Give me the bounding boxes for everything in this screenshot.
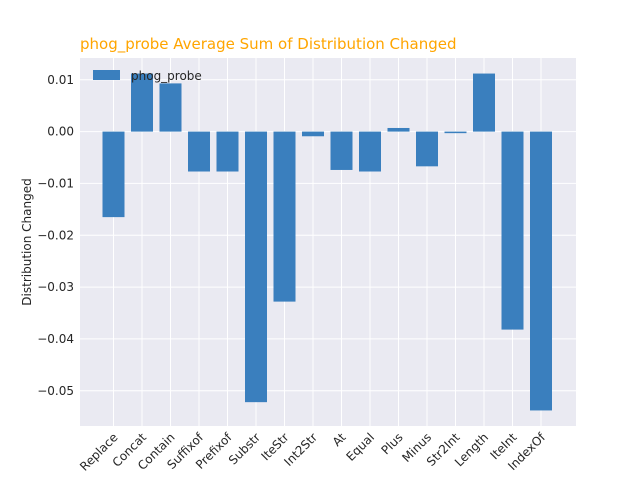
y-tick-label: −0.04 xyxy=(37,332,74,346)
x-tick-label: Replace xyxy=(77,430,120,473)
bar-at xyxy=(330,131,353,170)
bar-plus xyxy=(387,127,410,132)
x-tick-labels: ReplaceConcatContainSuffixofPrefixofSubs… xyxy=(77,430,549,474)
bar-suffixof xyxy=(188,131,210,172)
x-tick-label: At xyxy=(330,430,349,449)
chart-title: phog_probe Average Sum of Distribution C… xyxy=(80,35,457,54)
bar-equal xyxy=(359,131,381,172)
legend-label: phog_probe xyxy=(131,69,202,83)
x-tick-label: Equal xyxy=(344,430,378,464)
y-tick-label: −0.03 xyxy=(37,280,74,294)
x-tick-label: Substr xyxy=(226,430,263,467)
bars xyxy=(102,73,552,411)
bar-substr xyxy=(245,131,267,403)
y-tick-label: −0.02 xyxy=(37,228,74,242)
y-tick-label: −0.01 xyxy=(37,176,74,190)
legend-swatch xyxy=(93,70,120,80)
bar-minus xyxy=(416,131,438,167)
bar-str2int xyxy=(444,131,467,134)
bar-itestr xyxy=(273,131,296,302)
bar-prefixof xyxy=(216,131,239,172)
y-axis-label: Distribution Changed xyxy=(20,178,34,305)
y-tick-label: 0.01 xyxy=(47,73,74,87)
y-tick-label: 0.00 xyxy=(47,125,74,139)
bar-contain xyxy=(159,83,182,132)
bar-length xyxy=(473,73,495,132)
y-tick-label: −0.05 xyxy=(37,384,74,398)
bar-iteint xyxy=(501,131,524,330)
y-tick-labels: 0.01 0.00 −0.01 −0.02 −0.03 −0.04 −0.05 xyxy=(37,73,74,398)
bar-concat xyxy=(131,73,153,132)
bar-int2str xyxy=(302,131,324,137)
bar-replace xyxy=(102,131,125,218)
legend: phog_probe xyxy=(93,69,202,83)
bar-indexof xyxy=(530,131,552,411)
